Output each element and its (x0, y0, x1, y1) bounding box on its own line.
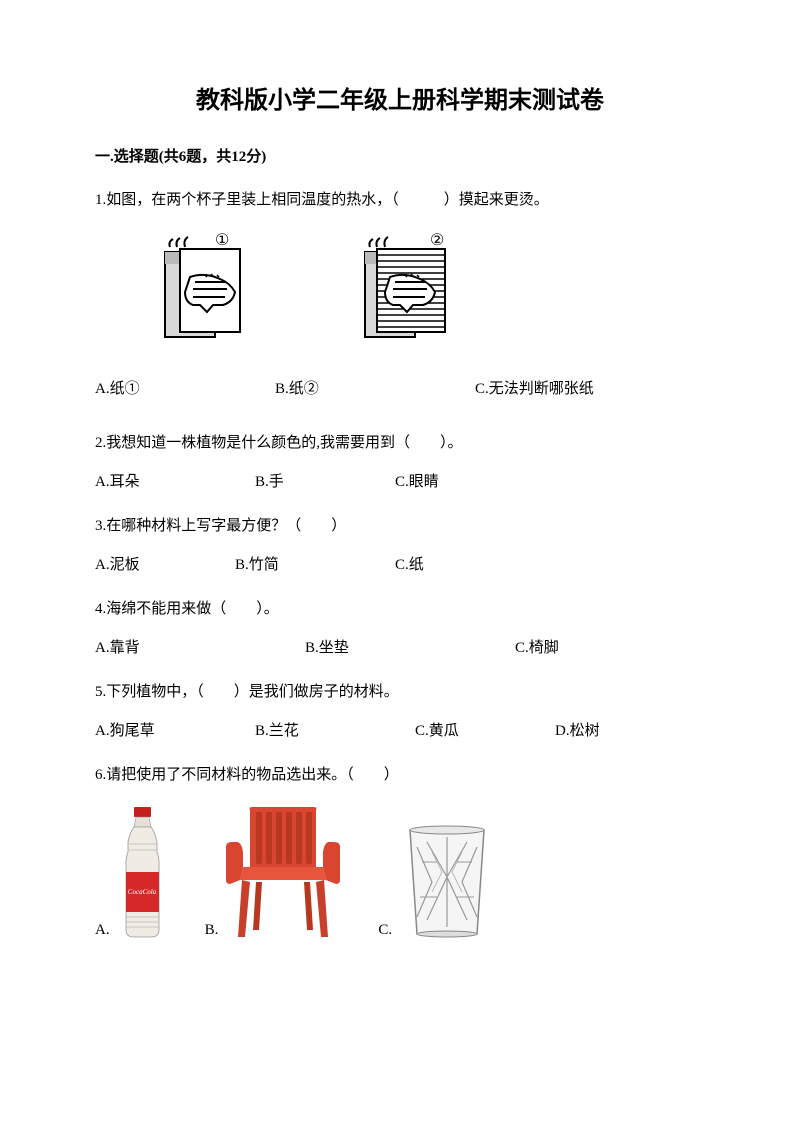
question-2-text: 2.我想知道一株植物是什么颜色的,我需要用到（ ）。 (95, 431, 705, 455)
page-title: 教科版小学二年级上册科学期末测试卷 (95, 80, 705, 115)
option-3c: C.纸 (395, 553, 424, 577)
question-5-text: 5.下列植物中，（ ）是我们做房子的材料。 (95, 680, 705, 704)
question-1-options: A.纸① B.纸② C.无法判断哪张纸 (95, 377, 705, 401)
option-1a: A.纸① (95, 377, 275, 401)
option-3b: B.竹简 (235, 553, 395, 577)
svg-text:②: ② (430, 232, 444, 249)
option-6a-label: A. (95, 918, 110, 942)
glass-icon (392, 822, 502, 942)
question-3: 3.在哪种材料上写字最方便？（ ） A.泥板 B.竹简 C.纸 (95, 514, 705, 577)
option-6c-label: C. (378, 918, 392, 942)
question-2: 2.我想知道一株植物是什么颜色的,我需要用到（ ）。 A.耳朵 B.手 C.眼睛 (95, 431, 705, 494)
question-3-text: 3.在哪种材料上写字最方便？（ ） (95, 514, 705, 538)
option-6b-label: B. (205, 918, 219, 942)
question-6-text: 6.请把使用了不同材料的物品选出来。（ ） (95, 763, 705, 787)
option-2a: A.耳朵 (95, 470, 255, 494)
section-header: 一.选择题(共6题，共12分) (95, 145, 705, 166)
question-2-options: A.耳朵 B.手 C.眼睛 (95, 470, 705, 494)
bottle-icon: CocaCola (110, 802, 175, 942)
option-5b: B.兰花 (255, 719, 415, 743)
question-6: 6.请把使用了不同材料的物品选出来。（ ） A. CocaCola B. (95, 763, 705, 942)
option-4a: A.靠背 (95, 636, 305, 660)
question-6-images: A. CocaCola B. (95, 802, 705, 942)
option-6b-container: B. (205, 802, 349, 942)
svg-text:CocaCola: CocaCola (127, 888, 156, 896)
svg-text:①: ① (215, 232, 229, 249)
option-6a-container: A. CocaCola (95, 802, 175, 942)
question-4-options: A.靠背 B.坐垫 C.椅脚 (95, 636, 705, 660)
option-2c: C.眼睛 (395, 470, 439, 494)
chair-icon (218, 802, 348, 942)
option-3a: A.泥板 (95, 553, 235, 577)
option-1c: C.无法判断哪张纸 (475, 377, 594, 401)
cup-flat-paper-icon: ① (135, 227, 275, 357)
question-3-options: A.泥板 B.竹简 C.纸 (95, 553, 705, 577)
option-5c: C.黄瓜 (415, 719, 555, 743)
question-4: 4.海绵不能用来做（ ）。 A.靠背 B.坐垫 C.椅脚 (95, 597, 705, 660)
option-5a: A.狗尾草 (95, 719, 255, 743)
option-4b: B.坐垫 (305, 636, 515, 660)
option-4c: C.椅脚 (515, 636, 559, 660)
question-1-images: ① ② (135, 227, 705, 357)
question-5: 5.下列植物中，（ ）是我们做房子的材料。 A.狗尾草 B.兰花 C.黄瓜 D.… (95, 680, 705, 743)
question-4-text: 4.海绵不能用来做（ ）。 (95, 597, 705, 621)
option-1b: B.纸② (275, 377, 475, 401)
question-5-options: A.狗尾草 B.兰花 C.黄瓜 D.松树 (95, 719, 705, 743)
question-1: 1.如图，在两个杯子里装上相同温度的热水，（ ）摸起来更烫。 ① ② (95, 188, 705, 401)
question-1-text: 1.如图，在两个杯子里装上相同温度的热水，（ ）摸起来更烫。 (95, 188, 705, 212)
option-5d: D.松树 (555, 719, 600, 743)
option-6c-container: C. (378, 822, 502, 942)
cup-corrugated-paper-icon: ② (335, 227, 475, 357)
option-2b: B.手 (255, 470, 395, 494)
